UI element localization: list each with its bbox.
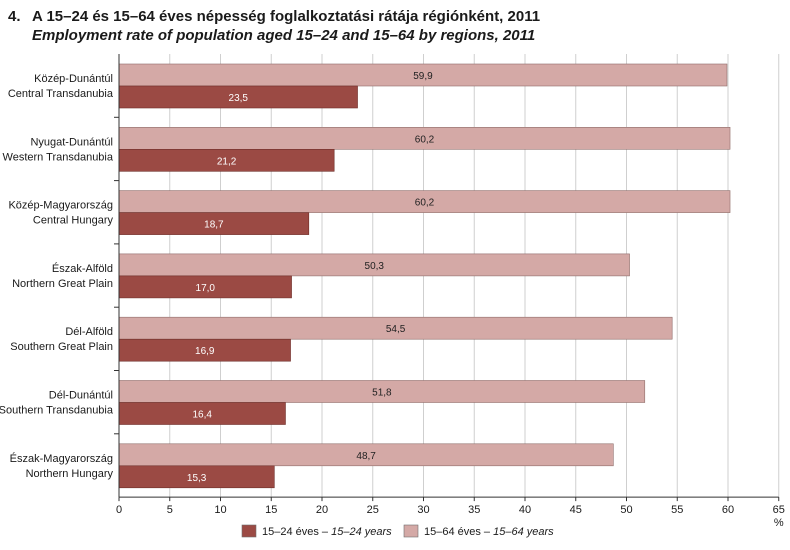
category-label-hu: Észak-Magyarország — [10, 452, 113, 465]
chart-title-en: Employment rate of population aged 15–24… — [32, 27, 536, 44]
category-label-hu: Közép-Magyarország — [8, 200, 113, 212]
data-label-15-24: 23,5 — [229, 93, 249, 104]
data-label-15-64: 50,3 — [365, 261, 385, 272]
category-label-en: Central Transdanubia — [8, 88, 114, 100]
legend-label-en: 15–24 years — [331, 526, 392, 538]
category-label-en: Southern Transdanubia — [0, 405, 114, 417]
x-tick-label: 65 — [773, 504, 785, 516]
category-label-en: Central Hungary — [33, 215, 114, 227]
data-label-15-64: 60,2 — [415, 134, 435, 145]
category-label-hu: Észak-Alföld — [52, 262, 113, 275]
legend-label-hu: 15–24 éves – — [262, 526, 331, 538]
x-tick-label: 60 — [722, 504, 734, 516]
x-tick-label: 20 — [316, 504, 328, 516]
figure-number: 4. — [8, 8, 21, 25]
category-label-en: Northern Great Plain — [12, 278, 113, 290]
data-label-15-64: 54,5 — [386, 324, 406, 335]
chart-title-hu: A 15–24 és 15–64 éves népesség foglalkoz… — [32, 8, 541, 25]
x-tick-label: 25 — [367, 504, 379, 516]
category-label-en: Southern Great Plain — [10, 341, 113, 353]
legend-swatch — [241, 524, 257, 538]
data-label-15-64: 48,7 — [356, 451, 376, 462]
category-label-hu: Nyugat-Dunántúl — [30, 136, 113, 148]
legend-label: 15–24 éves – 15–24 years — [262, 526, 392, 538]
data-label-15-24: 21,2 — [217, 156, 237, 167]
x-tick-label: 0 — [116, 504, 122, 516]
data-label-15-24: 16,9 — [195, 346, 215, 357]
legend-label-en: 15–64 years — [493, 526, 554, 538]
x-tick-label: 5 — [167, 504, 173, 516]
category-label-hu: Dél-Alföld — [65, 326, 113, 338]
data-label-15-64: 51,8 — [372, 388, 392, 399]
x-tick-label: 55 — [671, 504, 683, 516]
category-label-hu: Közép-Dunántúl — [34, 73, 113, 85]
category-label-en: Western Transdanubia — [3, 151, 114, 163]
data-label-15-64: 59,9 — [413, 71, 433, 82]
x-tick-label: 45 — [570, 504, 582, 516]
x-tick-label: 35 — [468, 504, 480, 516]
category-label-en: Northern Hungary — [26, 468, 114, 480]
data-label-15-24: 15,3 — [187, 473, 207, 484]
x-tick-label: 30 — [417, 504, 429, 516]
data-label-15-24: 16,4 — [192, 410, 212, 421]
x-axis-unit-label: % — [774, 517, 784, 529]
x-tick-label: 10 — [214, 504, 226, 516]
data-label-15-64: 60,2 — [415, 198, 435, 209]
x-tick-label: 40 — [519, 504, 531, 516]
legend-swatch — [403, 524, 419, 538]
x-tick-label: 50 — [620, 504, 632, 516]
data-label-15-24: 17,0 — [196, 283, 216, 294]
x-tick-label: 15 — [265, 504, 277, 516]
category-label-hu: Dél-Dunántúl — [49, 390, 113, 402]
legend-label: 15–64 éves – 15–64 years — [424, 526, 554, 538]
legend-label-hu: 15–64 éves – — [424, 526, 493, 538]
data-label-15-24: 18,7 — [204, 220, 224, 231]
